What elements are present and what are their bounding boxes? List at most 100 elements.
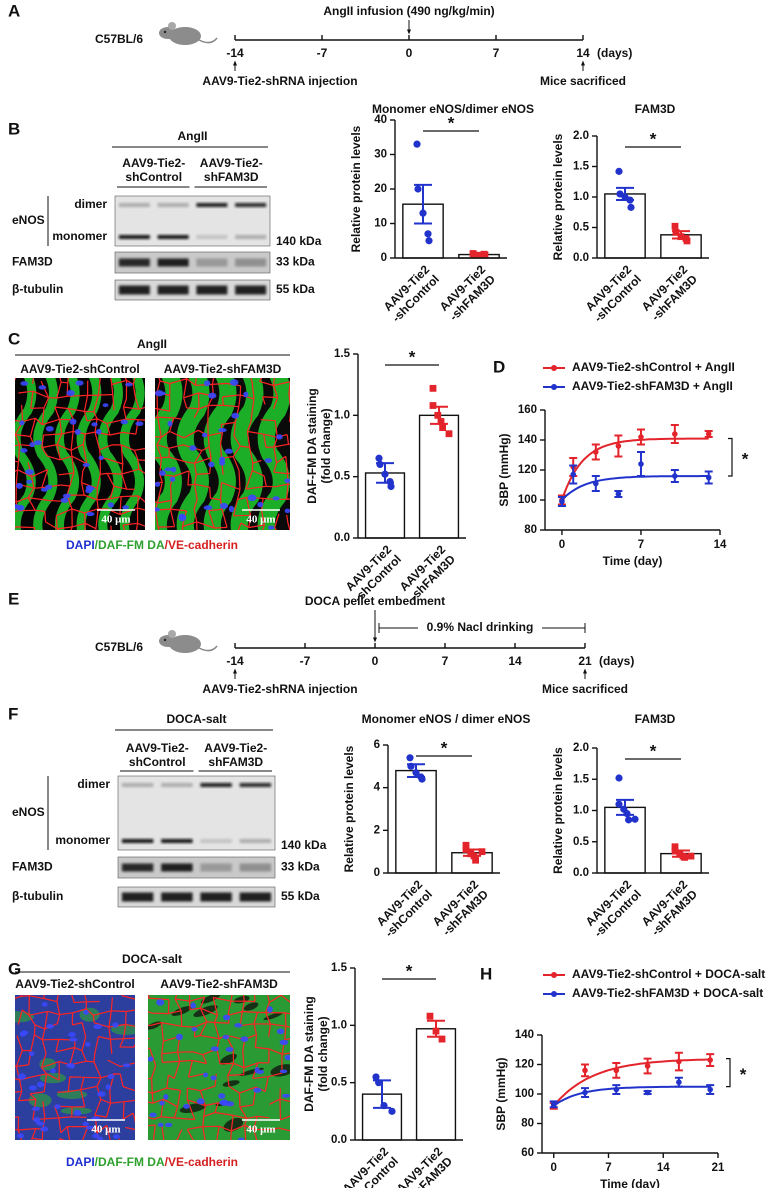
micrograph-treatment: AngII [137, 337, 167, 351]
y-tick-label: 1.0 [573, 805, 589, 817]
data-point [627, 203, 635, 211]
x-tick-label: AAV9-Tie2-shControl [582, 262, 645, 325]
data-point [707, 1086, 713, 1093]
y-axis-label: DAF-FM DA staining(fold change) [305, 388, 333, 504]
data-point [613, 1067, 620, 1074]
timeline-tick-label: 21 [578, 654, 592, 668]
x-tick-label: AAV9-Tie2-shFAM3D [639, 877, 701, 939]
event-label: AngII infusion (490 ng/kg/min) [323, 4, 494, 18]
data-point [376, 460, 384, 468]
blot-band [161, 863, 193, 872]
blot-band [200, 783, 232, 787]
y-tick-label: 4 [374, 782, 381, 794]
nucleus [69, 1037, 78, 1042]
stain-part: /VE-cadherin [165, 538, 238, 552]
nucleus [224, 448, 233, 454]
blot-band [196, 235, 228, 239]
significance: * [406, 961, 413, 980]
y-tick-label: 0.0 [331, 1134, 347, 1146]
fit-curve [561, 475, 709, 501]
nucleus [45, 425, 54, 432]
nucleus [74, 428, 81, 436]
blot-group: AAV9-Tie2-shControl [122, 156, 185, 184]
y-tick-label: 0.5 [334, 471, 351, 483]
significance-bracket [726, 1058, 731, 1088]
nucleus [267, 525, 275, 530]
nucleus [82, 462, 91, 467]
nucleus [50, 1068, 56, 1074]
nucleus [93, 1024, 102, 1030]
data-point [705, 474, 712, 481]
nucleus [98, 455, 104, 461]
blot-row: FAM3D [12, 255, 53, 269]
y-tick-label: 6 [374, 739, 380, 751]
nucleus [28, 1085, 37, 1091]
nucleus [86, 511, 95, 517]
x-tick-label: AAV9-Tie2-shControl [380, 262, 443, 325]
data-point [388, 1107, 396, 1115]
nucleus [102, 403, 109, 408]
nucleus [208, 392, 217, 399]
y-tick-label: 1.0 [334, 409, 350, 421]
nucleus [18, 1073, 26, 1080]
nucleus [95, 428, 102, 435]
text-line: DAF-FM DA staining [305, 388, 319, 504]
nucleus [202, 1072, 209, 1078]
data-point [705, 431, 712, 437]
data-point [426, 1012, 434, 1020]
nucleus [225, 1046, 234, 1052]
dark-patch [200, 995, 221, 1004]
blot-size: 33 kDa [276, 255, 315, 269]
fit-curve [560, 437, 709, 501]
nucleus [210, 1046, 220, 1052]
nucleus [38, 385, 47, 390]
x-tick-label: 7 [638, 539, 644, 551]
error-bar [373, 1079, 391, 1109]
nucleus [183, 1103, 190, 1109]
timeline-tick-label: -7 [317, 46, 328, 60]
blot-band [196, 203, 228, 207]
text-line: shFAM3D [204, 170, 259, 184]
nucleus [167, 420, 173, 427]
nucleus [208, 461, 215, 468]
mouse-body [169, 27, 201, 45]
y-tick-label: 20 [374, 183, 387, 195]
y-axis-label: SBP (mmHg) [497, 433, 511, 506]
blot-band [157, 235, 189, 239]
nucleus [228, 505, 235, 513]
nucleus [218, 428, 227, 433]
y-tick-label: 1.0 [573, 191, 589, 203]
blot-band [157, 203, 189, 207]
nucleus [272, 496, 280, 501]
y-tick-label: 1.0 [331, 1019, 347, 1031]
data-point [582, 1089, 588, 1096]
y-tick-label: 2.0 [573, 130, 589, 142]
blot-treatment: DOCA-salt [166, 712, 226, 726]
nucleus [164, 467, 173, 472]
nucleus [279, 1069, 288, 1074]
nucleus [276, 1028, 285, 1035]
significance-bracket [728, 437, 733, 477]
mouse-eye [163, 30, 167, 34]
blot-group: AAV9-Tie2-shFAM3D [204, 741, 267, 769]
nucleus [247, 494, 257, 502]
nucleus [33, 1117, 41, 1123]
y-tick-label: 120 [518, 464, 537, 476]
nucleus [69, 418, 77, 425]
blot-band [121, 783, 154, 787]
nucleus [229, 379, 239, 386]
blot-protein: eNOS [12, 213, 45, 227]
nucleus [125, 382, 133, 387]
nucleus [218, 1093, 226, 1099]
blot-band [235, 203, 267, 207]
nucleus [155, 507, 161, 512]
red-mesh [15, 995, 135, 1140]
significance: * [448, 113, 455, 132]
micrograph-group: AAV9-Tie2-shFAM3D [160, 977, 278, 991]
fit-curve [552, 1058, 711, 1107]
nucleus [86, 486, 95, 491]
blot-band [121, 892, 154, 902]
y-axis-label: DAF-FM DA staining(fold change) [302, 996, 330, 1112]
nucleus [169, 476, 176, 482]
nucleus [36, 1081, 45, 1088]
